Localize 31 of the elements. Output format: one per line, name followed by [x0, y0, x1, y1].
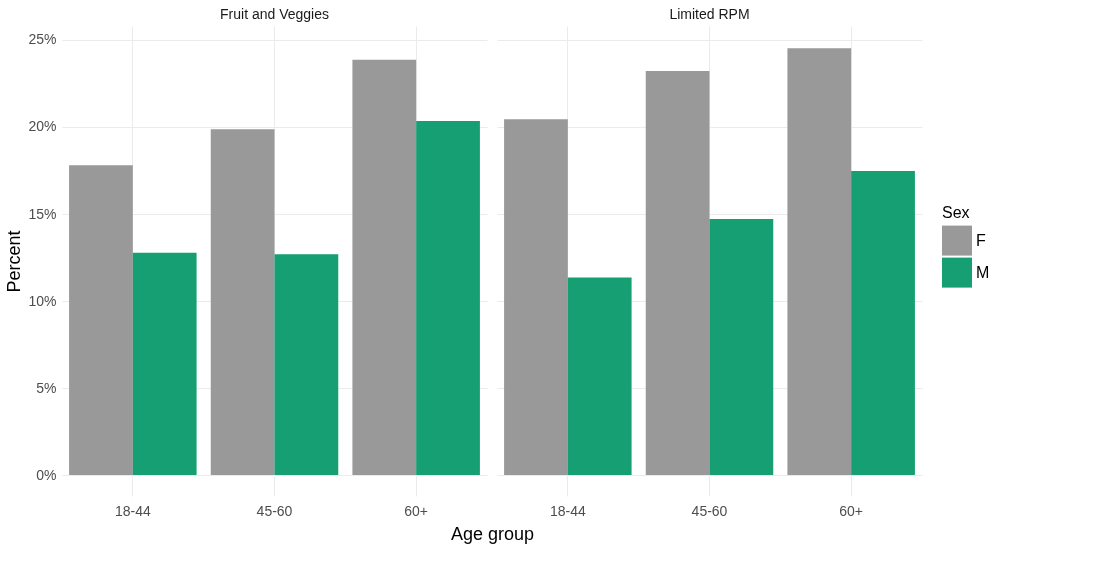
x-axis-title: Age group — [449, 524, 536, 545]
y-tick-label: 25% — [28, 31, 57, 48]
legend-label: M — [976, 263, 990, 281]
y-axis-title: Percent — [4, 230, 25, 293]
bar — [709, 219, 774, 476]
bar — [567, 277, 632, 476]
bar — [352, 59, 417, 476]
y-tick-label: 5% — [36, 379, 57, 396]
bar — [851, 171, 915, 476]
legend-label: F — [976, 231, 986, 249]
x-tick-label: 18-44 — [549, 502, 586, 519]
x-tick-label: 18-44 — [114, 502, 151, 519]
bar — [132, 252, 197, 476]
bar — [645, 71, 710, 476]
bar — [274, 254, 339, 476]
bar — [210, 129, 275, 476]
bar — [416, 121, 480, 476]
x-tick-label: 45-60 — [256, 502, 293, 519]
y-tick-label: 0% — [36, 466, 57, 483]
x-tick-label: 60+ — [404, 502, 429, 519]
bar — [787, 48, 852, 476]
y-tick-label: 15% — [28, 205, 57, 222]
y-tick-label: 10% — [28, 292, 57, 309]
x-tick-label: 45-60 — [691, 502, 728, 519]
chart-title: Limited RPM — [669, 6, 750, 22]
legend-title: Sex — [942, 203, 970, 221]
bar — [69, 165, 133, 476]
chart-title: Fruit and Veggies — [220, 6, 329, 22]
bar — [504, 119, 568, 476]
x-tick-label: 60+ — [839, 502, 864, 519]
y-tick-label: 20% — [28, 118, 57, 135]
